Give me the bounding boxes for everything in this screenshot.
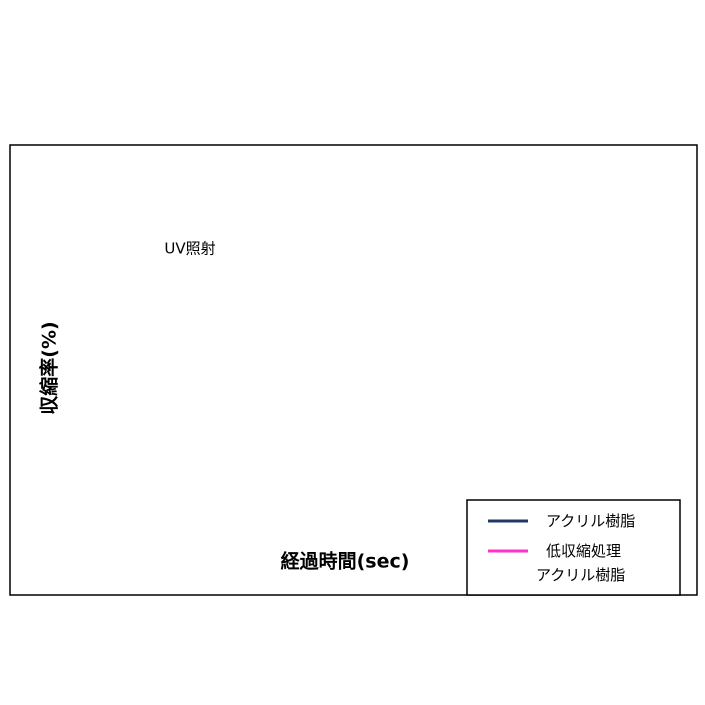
legend-label: アクリル樹脂 xyxy=(546,512,635,530)
legend: 1.41.210.80.60.40.20-0.2-0.4020040060080… xyxy=(466,499,681,596)
legend-label: 低収縮処理アクリル樹脂 xyxy=(536,542,625,584)
annotation: UV照射 xyxy=(164,240,215,258)
y-axis-title: 収縮率(%) xyxy=(38,321,61,414)
x-axis-title: 経過時間(sec) xyxy=(281,550,410,573)
